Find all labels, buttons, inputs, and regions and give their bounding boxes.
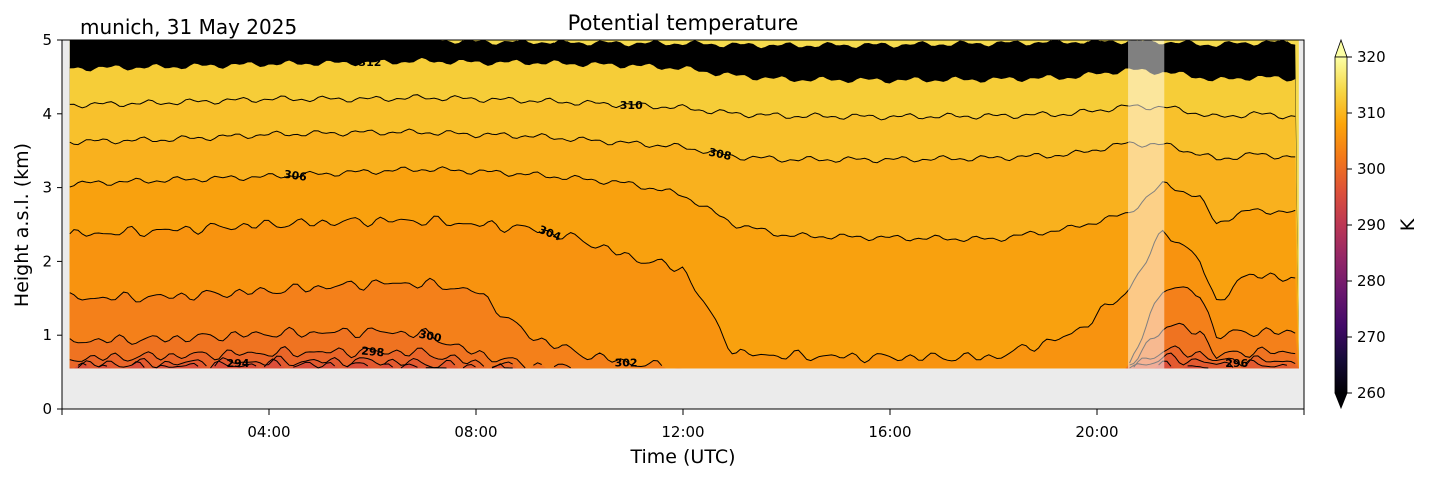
contour-label-298: 298 [361, 344, 385, 359]
colorbar-tick-label: 280 [1357, 272, 1386, 290]
y-tick-label: 1 [42, 326, 52, 344]
y-tick-label: 3 [42, 179, 52, 197]
contour-line-306 [69, 166, 1296, 243]
colorbar: 260 270 280 290 300 310 320 [1334, 38, 1386, 410]
y-axis-label: Height a.s.l. (km) [11, 143, 33, 307]
band-294 [69, 359, 1299, 369]
colorbar-tick-label: 320 [1357, 48, 1386, 66]
y-axis: 0 1 2 3 4 5 [42, 31, 62, 418]
y-tick-label: 5 [42, 31, 52, 49]
colorbar-tick-label: 260 [1357, 384, 1386, 402]
contour-line-304 [69, 215, 1296, 364]
colorbar-gradient [1334, 56, 1348, 394]
chart-title: Potential temperature [568, 11, 799, 35]
contour-label-308: 308 [707, 146, 732, 163]
missing-data-overlay [1128, 40, 1165, 369]
contour-label-312: 312 [358, 56, 381, 69]
x-tick-label: 20:00 [1075, 423, 1118, 441]
x-axis: 04:00 08:00 12:00 16:00 20:00 [61, 409, 1305, 441]
y-tick-label: 0 [42, 400, 52, 418]
chart-subtitle: munich, 31 May 2025 [80, 15, 297, 39]
contour-label-306: 306 [283, 168, 308, 184]
colorbar-tick-label: 270 [1357, 328, 1386, 346]
contour-label-310: 310 [620, 99, 643, 112]
colorbar-tick-label: 300 [1357, 160, 1386, 178]
contour-line-310 [69, 94, 1296, 121]
colorbar-extend-max [1334, 38, 1348, 58]
contour-lines [69, 40, 1296, 369]
colorbar-extend-min [1334, 392, 1348, 410]
contour-line-308 [69, 128, 1296, 164]
x-tick-label: 12:00 [661, 423, 704, 441]
contour-label-300: 300 [418, 328, 444, 346]
contour-line-312 [69, 56, 1296, 84]
contour-line-296 [77, 352, 1288, 369]
band-296 [69, 353, 1299, 369]
colorbar-tick-label: 290 [1357, 216, 1386, 234]
contour-line-294 [77, 358, 1209, 369]
x-tick-label: 16:00 [868, 423, 911, 441]
x-axis-label: Time (UTC) [629, 446, 735, 468]
contour-label-302: 302 [615, 356, 638, 369]
contour-line-300 [69, 322, 1296, 369]
y-tick-label: 4 [42, 105, 52, 123]
y-tick-label: 2 [42, 252, 52, 270]
contour-label-294: 294 [226, 357, 249, 370]
contour-label-296: 296 [1225, 357, 1248, 370]
x-tick-label: 04:00 [247, 423, 290, 441]
contour-fill-bands [69, 40, 1299, 369]
colorbar-tick-label: 310 [1357, 104, 1386, 122]
x-tick-label: 08:00 [454, 423, 497, 441]
colorbar-label: K [1397, 218, 1419, 231]
